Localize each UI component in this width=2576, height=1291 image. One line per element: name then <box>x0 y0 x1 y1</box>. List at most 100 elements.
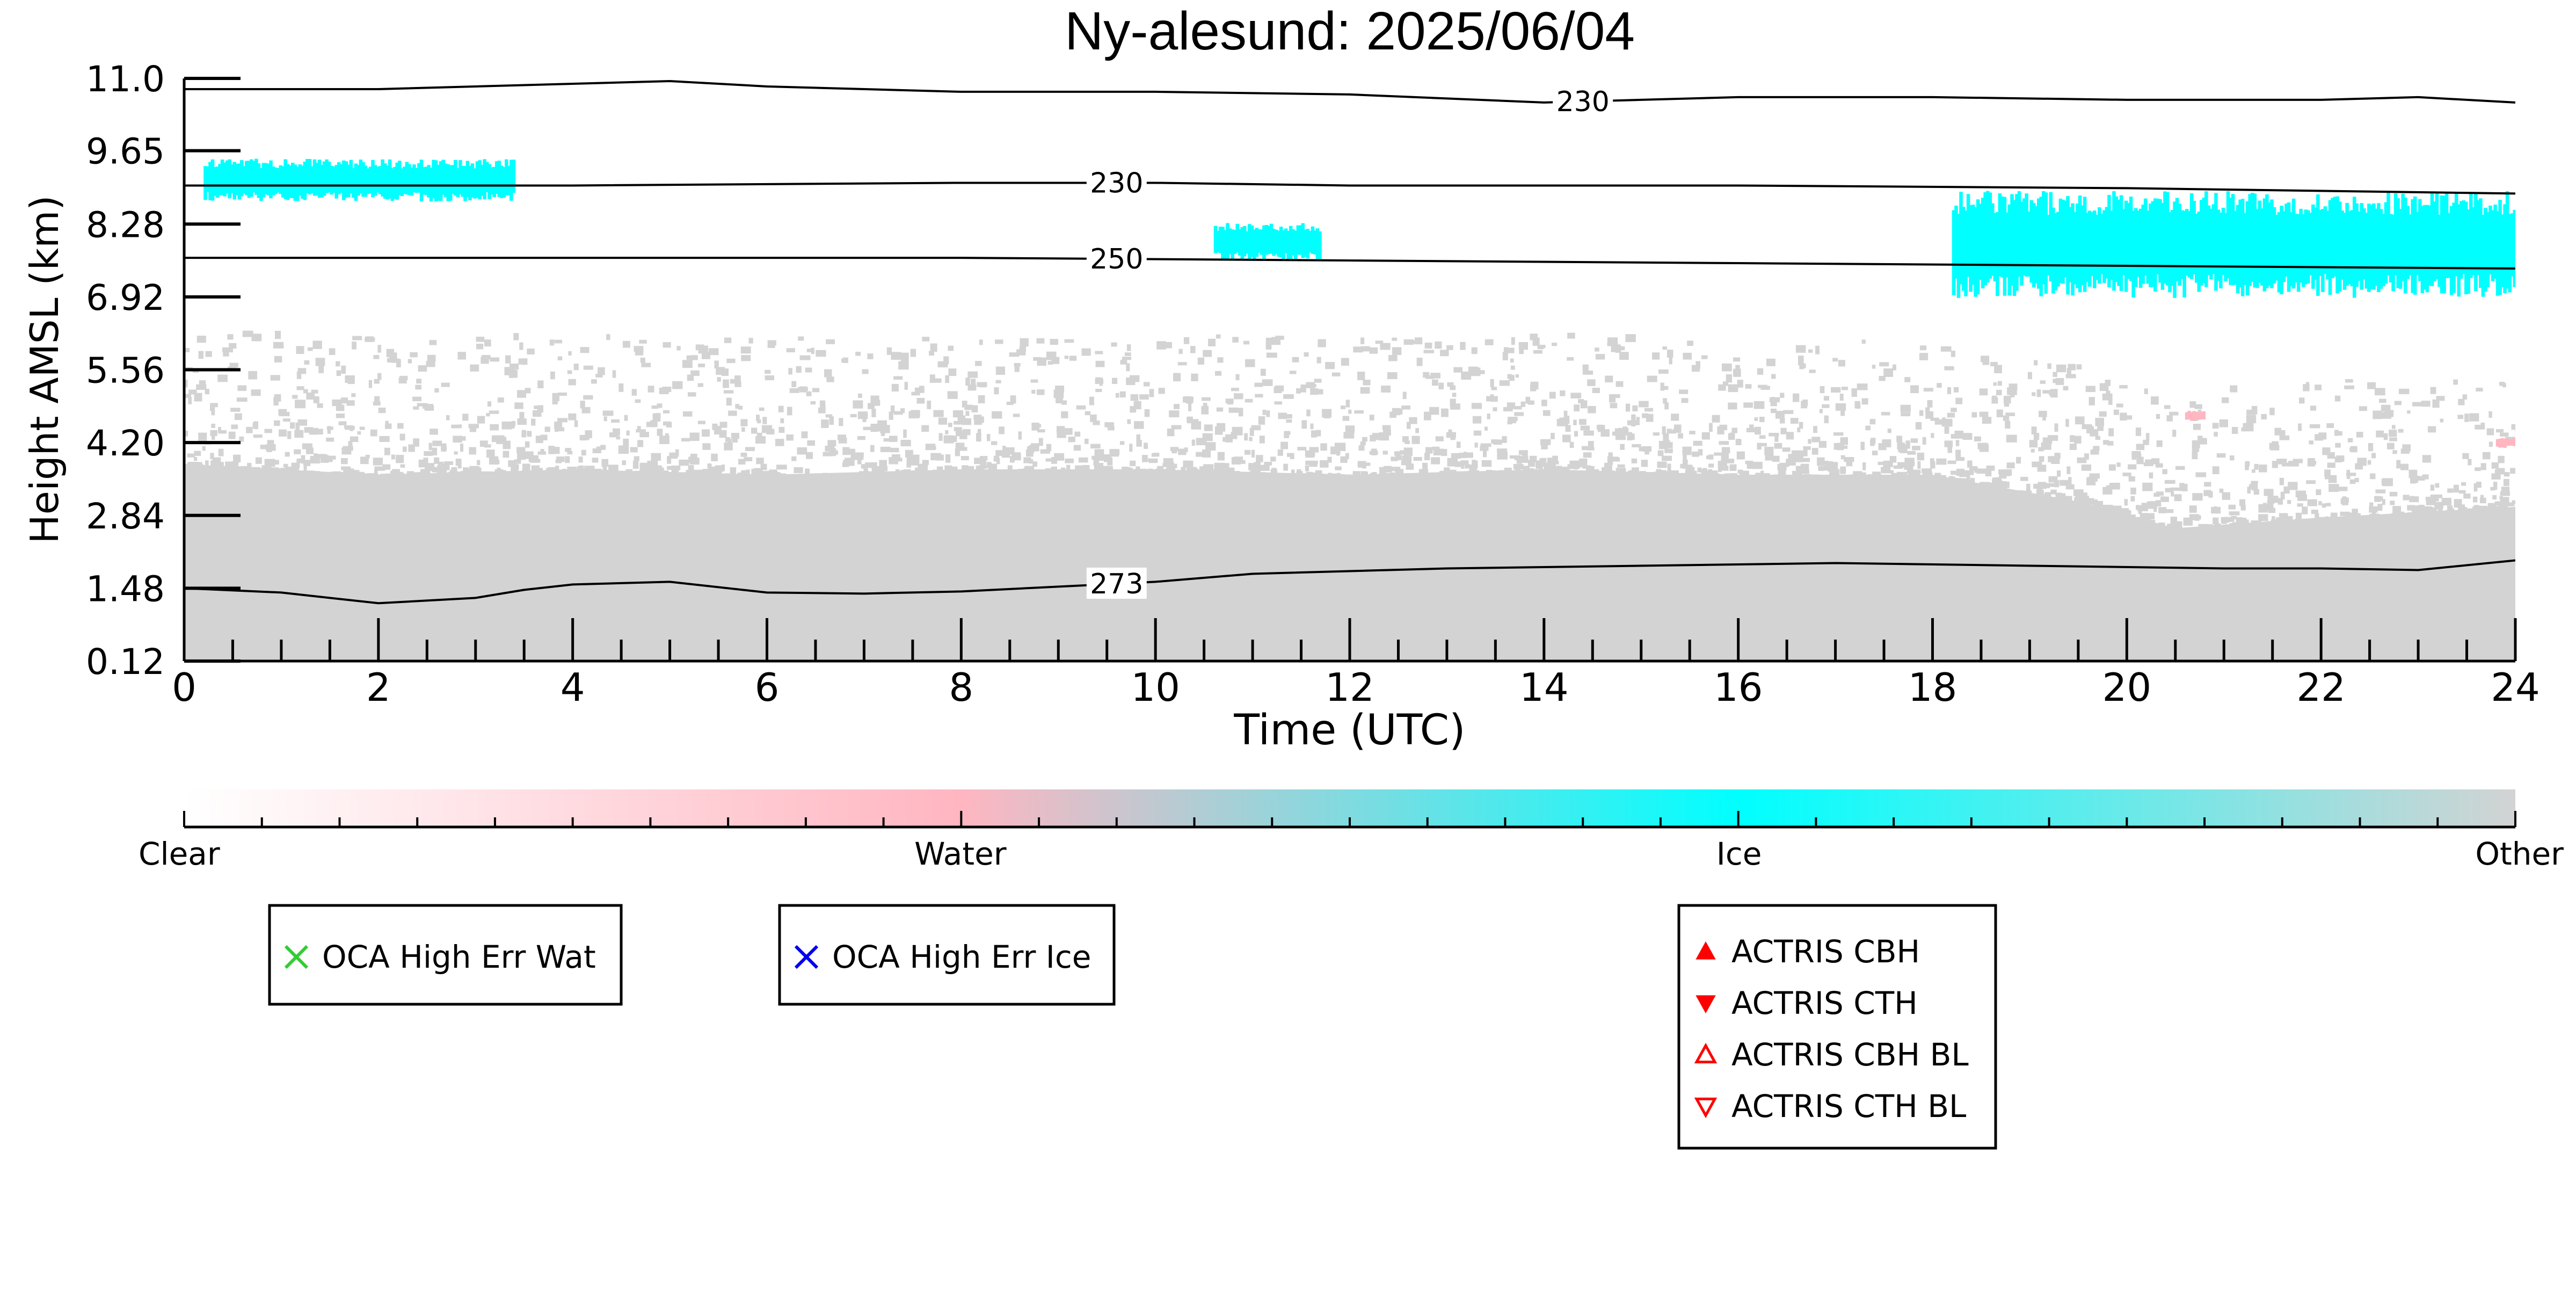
other-speckle <box>2056 364 2066 373</box>
other-speckle <box>1045 458 1052 462</box>
other-speckle <box>1292 357 1299 362</box>
other-speckle <box>2515 427 2523 432</box>
other-speckle <box>2503 478 2509 487</box>
other-speckle <box>2192 452 2198 460</box>
other-speckle <box>1254 382 1263 387</box>
other-speckle <box>2287 499 2291 504</box>
other-speckle <box>1385 473 1393 480</box>
other-speckle <box>1155 469 1161 477</box>
other-speckle <box>1395 455 1402 460</box>
other-speckle <box>756 415 760 422</box>
other-speckle <box>898 361 909 370</box>
other-speckle <box>1297 469 1301 476</box>
cloud-block <box>2100 213 2104 274</box>
cloud-block <box>2251 193 2254 282</box>
other-speckle <box>825 414 833 418</box>
cloud-block <box>279 165 282 194</box>
other-speckle <box>635 399 641 403</box>
other-speckle <box>283 463 288 468</box>
other-speckle <box>1542 410 1551 416</box>
other-speckle <box>2505 437 2515 441</box>
other-speckle <box>2486 428 2494 436</box>
other-speckle <box>210 460 219 468</box>
other-speckle <box>715 465 725 469</box>
other-speckle <box>1099 377 1103 386</box>
other-speckle <box>2453 379 2458 385</box>
other-speckle <box>889 456 898 465</box>
cloud-block <box>2262 198 2267 292</box>
cloud-block <box>1313 230 1317 255</box>
other-speckle <box>2145 433 2150 441</box>
other-speckle <box>624 415 628 421</box>
other-speckle <box>1792 450 1800 456</box>
other-speckle <box>1196 452 1204 457</box>
other-speckle <box>659 436 670 444</box>
other-speckle <box>2381 478 2388 485</box>
cloud-block <box>2189 412 2194 421</box>
other-speckle <box>2136 444 2145 451</box>
other-speckle <box>1433 449 1443 456</box>
cloud-block <box>2168 212 2172 293</box>
cloud-block <box>356 165 360 196</box>
other-speckle <box>1570 393 1582 398</box>
other-speckle <box>2325 503 2331 506</box>
other-speckle <box>1881 412 1890 416</box>
other-speckle <box>2167 525 2173 532</box>
other-speckle <box>1046 351 1057 360</box>
other-speckle <box>1066 465 1071 471</box>
other-speckle <box>1782 447 1791 452</box>
other-speckle <box>336 370 341 376</box>
other-speckle <box>806 349 812 352</box>
other-speckle <box>1547 458 1558 463</box>
other-speckle <box>2047 363 2051 369</box>
other-speckle <box>2252 469 2255 473</box>
cloud-block <box>385 165 389 200</box>
other-speckle <box>1035 424 1042 427</box>
cloud-block <box>2362 208 2366 280</box>
other-speckle <box>1927 400 1933 408</box>
cloud-block <box>1242 226 1247 257</box>
other-speckle <box>1664 448 1673 453</box>
other-speckle <box>1087 469 1097 474</box>
other-speckle <box>2170 487 2180 491</box>
cloud-block <box>1315 228 1320 260</box>
other-speckle <box>1714 452 1724 456</box>
other-speckle <box>1587 447 1595 451</box>
other-speckle <box>1497 470 1505 476</box>
other-speckle <box>521 430 527 438</box>
other-speckle <box>302 443 312 449</box>
cloud-block <box>2015 194 2019 291</box>
other-speckle <box>903 429 907 438</box>
other-speckle <box>2252 484 2258 491</box>
other-speckle <box>486 413 490 417</box>
other-speckle <box>1328 473 1333 478</box>
other-speckle <box>287 431 292 439</box>
other-speckle <box>2392 506 2402 514</box>
other-speckle <box>646 471 653 478</box>
other-speckle <box>995 380 1001 383</box>
other-speckle <box>682 411 693 417</box>
contour-line-273 <box>184 559 2515 605</box>
other-speckle <box>1974 436 1981 441</box>
other-speckle <box>2307 458 2315 467</box>
other-speckle <box>2468 509 2472 513</box>
other-speckle <box>1010 456 1015 463</box>
other-speckle <box>2246 522 2250 531</box>
other-speckle <box>695 344 704 351</box>
other-speckle <box>1595 347 1599 352</box>
other-speckle <box>510 364 519 369</box>
other-speckle <box>2162 469 2167 475</box>
cloud-block <box>1293 230 1298 260</box>
other-speckle <box>184 347 190 352</box>
other-speckle <box>1516 456 1522 464</box>
other-speckle <box>1071 469 1079 475</box>
other-speckle <box>2020 476 2028 481</box>
cloud-block <box>2112 191 2116 291</box>
other-speckle <box>1038 438 1043 446</box>
other-speckle <box>637 440 644 447</box>
other-speckle <box>523 470 532 476</box>
other-speckle <box>2189 514 2200 520</box>
other-speckle <box>2073 489 2084 496</box>
other-speckle <box>2164 405 2171 409</box>
other-speckle <box>1746 427 1756 432</box>
